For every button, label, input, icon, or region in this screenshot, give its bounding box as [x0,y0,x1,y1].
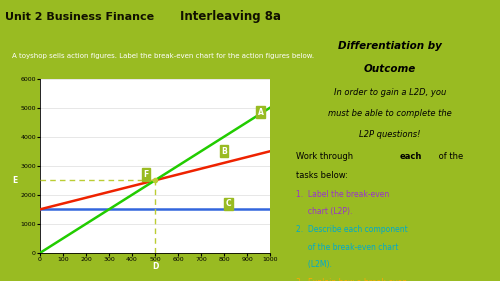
Text: C: C [226,199,232,208]
Text: A: A [258,108,264,117]
Text: Outcome: Outcome [364,64,416,74]
Text: tasks below:: tasks below: [296,171,348,180]
Text: 1.  Label the break-even: 1. Label the break-even [296,189,389,198]
Text: of the break-even chart: of the break-even chart [296,243,398,251]
Text: In order to gain a L2D, you: In order to gain a L2D, you [334,88,446,97]
Text: D: D [152,262,158,271]
Text: each: each [400,152,422,161]
Text: of the: of the [436,152,464,161]
Text: B: B [221,147,227,156]
Text: chart (L2P).: chart (L2P). [296,207,352,216]
Text: (L2M).: (L2M). [296,260,332,269]
Text: Unit 2 Business Finance: Unit 2 Business Finance [5,12,154,22]
Text: 3.  Explain how a break-even: 3. Explain how a break-even [296,278,406,281]
Text: must be able to complete the: must be able to complete the [328,109,452,118]
Text: A toyshop sells action figures. Label the break-even chart for the action figure: A toyshop sells action figures. Label th… [12,53,314,59]
Text: L2P questions!: L2P questions! [359,130,421,139]
Text: Work through: Work through [296,152,355,161]
Text: 2.  Describe each component: 2. Describe each component [296,225,407,234]
Text: F: F [143,170,148,179]
Text: Interleaving 8a: Interleaving 8a [180,10,280,23]
Text: Differentiation by: Differentiation by [338,41,442,51]
Text: E: E [12,176,18,185]
